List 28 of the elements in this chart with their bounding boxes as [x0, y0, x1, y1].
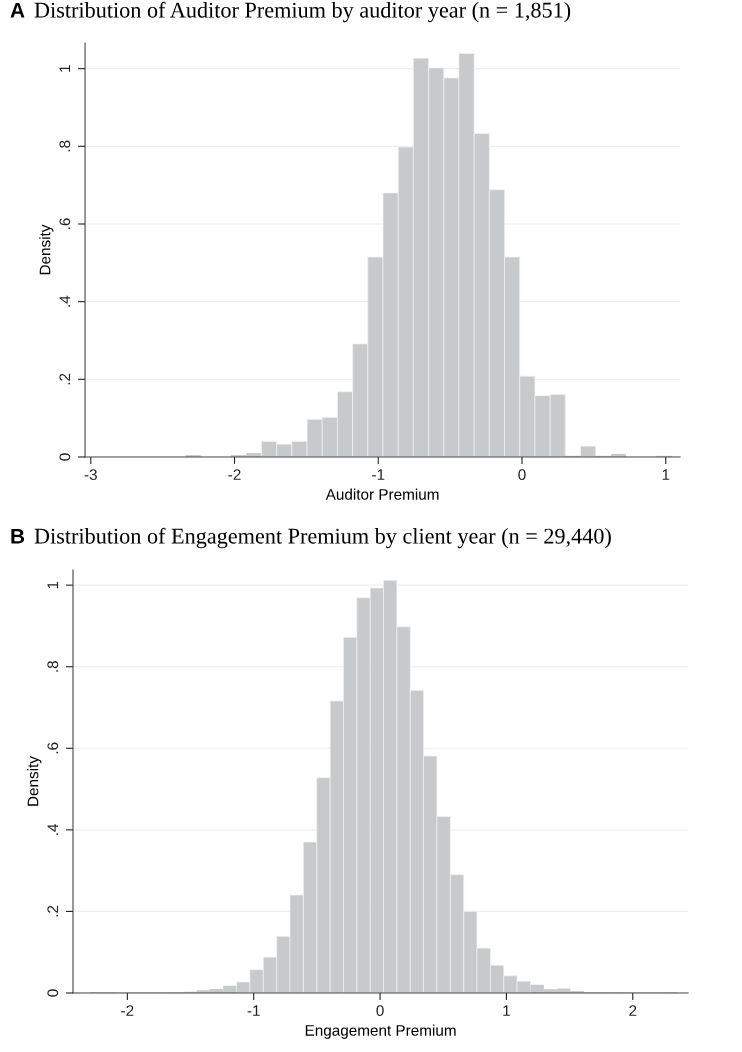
chart-title: A Distribution of Auditor Premium by auditor year (n = 1,851) — [10, 1, 571, 23]
x-tick-label: -1 — [247, 1005, 260, 1016]
y-tick-label: .4 — [59, 295, 71, 307]
x-axis-title: Engagement Premium — [305, 1024, 456, 1039]
x-tick-label: -2 — [121, 1005, 134, 1016]
x-tick-label: 1 — [662, 469, 670, 480]
x-tick-label: 0 — [376, 1005, 384, 1017]
y-tick-label: .6 — [47, 742, 59, 754]
chart-title: B Distribution of Engagement Premium by client year (n = 29,440) — [11, 527, 611, 549]
y-tick-label: .4 — [47, 823, 59, 835]
y-tick-label: .2 — [59, 373, 71, 385]
y-tick-label: 0 — [47, 989, 59, 997]
x-tick-label: 1 — [503, 1005, 510, 1016]
y-tick-label: .8 — [47, 661, 59, 672]
y-axis-title: Density — [27, 756, 42, 806]
y-tick-label: 0 — [59, 453, 71, 461]
y-tick-label: .8 — [59, 140, 71, 152]
x-tick-label: -2 — [228, 469, 241, 480]
x-tick-label: -3 — [84, 469, 97, 481]
x-tick-label: 2 — [629, 1005, 637, 1016]
x-axis-title: Auditor Premium — [325, 488, 439, 500]
y-tick-label: .6 — [59, 218, 71, 229]
y-tick-label: 1 — [59, 65, 71, 72]
x-tick-label: -1 — [372, 469, 385, 480]
y-tick-label: 1 — [47, 581, 59, 589]
x-tick-label: 0 — [518, 469, 526, 481]
y-axis-title: Density — [39, 224, 54, 275]
y-tick-label: .2 — [47, 905, 59, 917]
